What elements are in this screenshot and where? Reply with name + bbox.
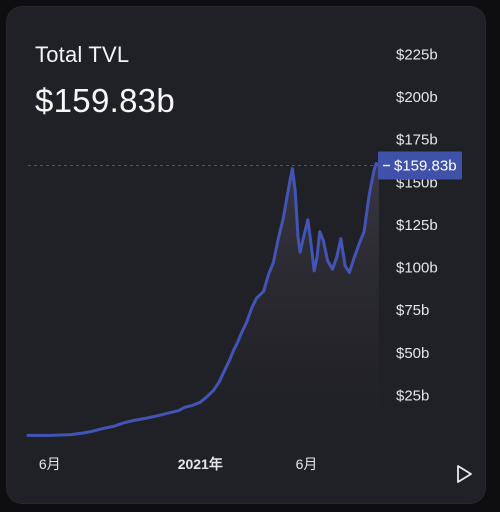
y-tick-label: $175b [396,132,438,149]
y-tick-label: $100b [396,260,438,277]
current-value-marker: $159.83b [378,151,462,180]
tvl-area-fill [28,163,379,438]
x-tick-label: 6月 [296,456,318,472]
tvl-area-chart[interactable]: $25b$50b$75b$100b$125b$150b$175b$200b$22… [6,6,486,504]
y-tick-label: $25b [396,387,429,404]
card-title: Total TVL [35,42,130,67]
y-tick-label: $200b [396,89,438,106]
y-tick-label: $225b [396,46,438,63]
y-tick-label: $50b [396,345,429,362]
current-value-label: $159.83b [394,158,457,175]
play-button[interactable] [454,464,474,484]
x-tick-label: 6月 [39,456,61,472]
y-tick-label: $75b [396,302,429,319]
tvl-series-line [26,162,381,437]
y-tick-label: $125b [396,217,438,234]
play-icon [457,465,472,483]
x-tick-label: 2021年 [178,456,223,472]
tvl-value: $159.83b [35,82,176,119]
tvl-card: Total TVL $159.83b $25b $50b $75b $100b $125… [6,6,486,504]
